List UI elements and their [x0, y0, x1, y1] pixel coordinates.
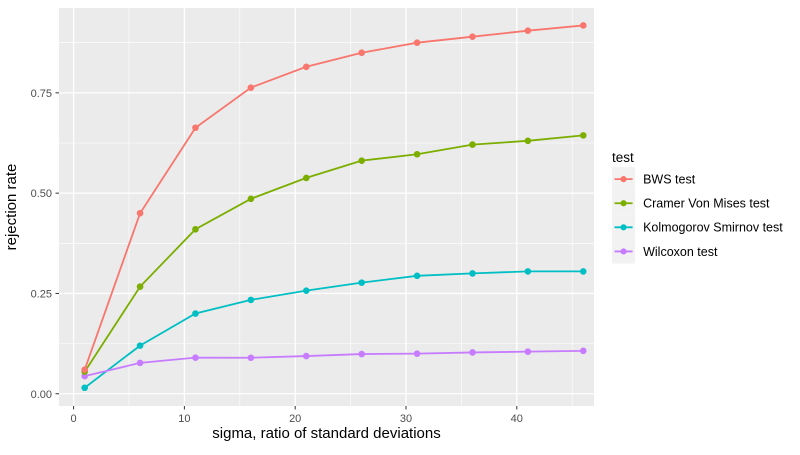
svg-text:20: 20 [289, 413, 301, 425]
svg-text:10: 10 [178, 413, 190, 425]
svg-text:Cramer Von Mises test: Cramer Von Mises test [643, 197, 770, 211]
svg-text:test: test [612, 150, 634, 165]
svg-text:BWS test: BWS test [643, 173, 696, 187]
svg-text:0.25: 0.25 [31, 288, 52, 300]
svg-text:sigma, ratio of standard devia: sigma, ratio of standard deviations [212, 425, 440, 442]
svg-text:0.50: 0.50 [31, 188, 52, 200]
svg-text:Kolmogorov Smirnov test: Kolmogorov Smirnov test [643, 221, 783, 235]
svg-text:0.75: 0.75 [31, 88, 52, 100]
svg-text:Wilcoxon test: Wilcoxon test [643, 245, 718, 259]
svg-text:rejection rate: rejection rate [3, 164, 20, 251]
svg-text:40: 40 [511, 413, 523, 425]
svg-text:0.00: 0.00 [31, 389, 52, 401]
svg-text:30: 30 [400, 413, 412, 425]
svg-text:0: 0 [71, 413, 77, 425]
